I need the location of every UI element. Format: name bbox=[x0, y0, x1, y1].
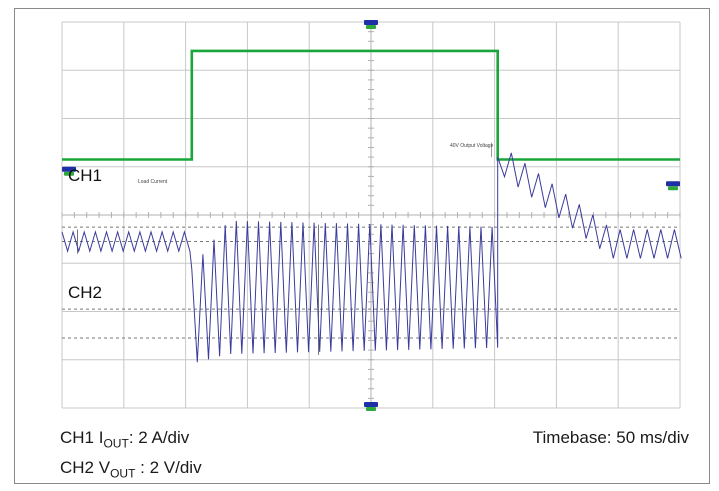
output-voltage-annotation: 40V Output Voltage bbox=[450, 143, 494, 149]
load-current-annotation: Load Current bbox=[138, 179, 168, 185]
trigger-marker-bottom bbox=[364, 402, 378, 407]
timebase-caption: Timebase: 50 ms/div bbox=[532, 428, 689, 447]
figure-frame bbox=[14, 8, 710, 484]
ch1-caption-sub: OUT bbox=[103, 436, 129, 451]
ch2-offset-marker bbox=[668, 186, 678, 191]
ch1-caption-value: : 2 A/div bbox=[128, 428, 190, 447]
ch2-scale-caption: CH2 VOUT : 2 V/div bbox=[60, 458, 202, 480]
ch1-ground-marker bbox=[62, 166, 76, 172]
trigger-markers bbox=[62, 20, 680, 411]
ch2-offset-marker bbox=[666, 181, 680, 187]
trigger-marker-top bbox=[364, 20, 378, 25]
grid bbox=[61, 21, 681, 409]
ch2-trace bbox=[61, 152, 682, 363]
ch1-label: CH1 bbox=[68, 166, 102, 185]
ch2-caption-sub: OUT bbox=[110, 466, 136, 481]
trigger-marker-bottom bbox=[366, 407, 376, 411]
ch1-trace bbox=[62, 49, 680, 161]
ch1-scale-caption: CH1 IOUT: 2 A/div bbox=[60, 428, 189, 450]
ch2-caption-value: : 2 V/div bbox=[135, 458, 202, 477]
ch1-caption-prefix: CH1 I bbox=[60, 428, 104, 447]
ch1-ground-marker bbox=[64, 171, 74, 176]
ch2-caption-prefix: CH2 V bbox=[60, 458, 111, 477]
trigger-marker-top bbox=[366, 25, 376, 29]
ch2-label: CH2 bbox=[68, 283, 102, 302]
